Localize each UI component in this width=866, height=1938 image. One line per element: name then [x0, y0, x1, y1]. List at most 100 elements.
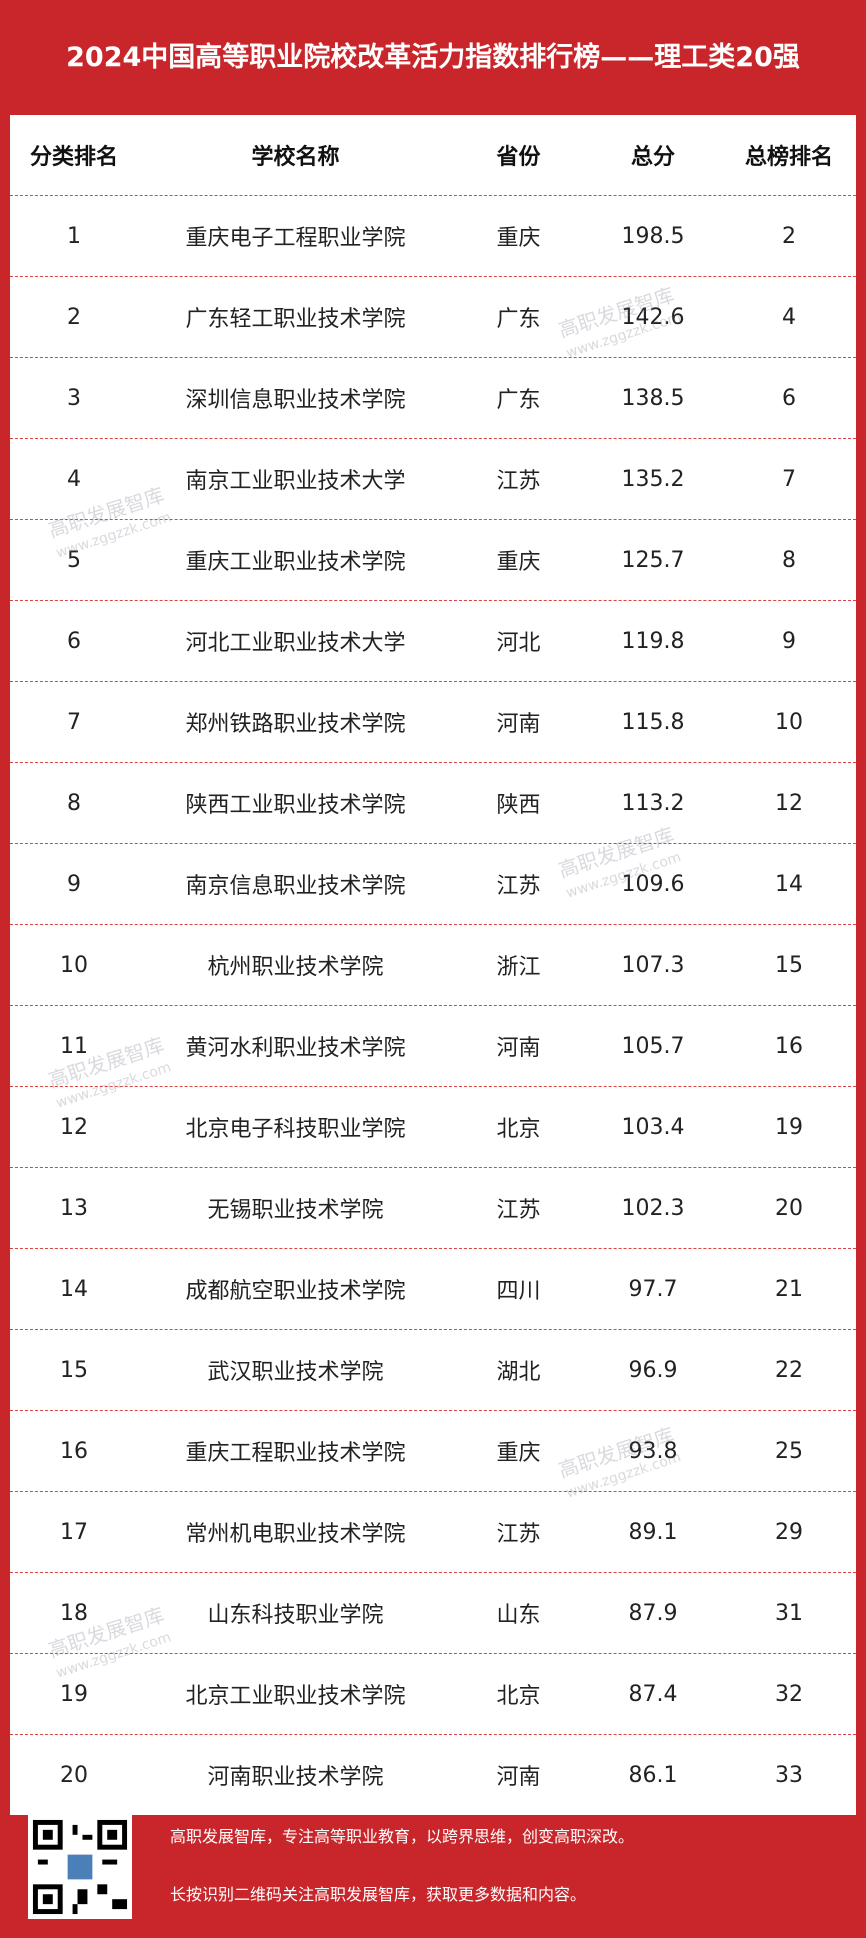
cell: 重庆工业职业技术学院 — [185, 550, 406, 575]
cell: 107.3 — [621, 952, 685, 978]
cell: 江苏 — [496, 874, 541, 899]
cell: 2 — [67, 304, 81, 330]
cell: 南京工业职业技术大学 — [185, 469, 406, 494]
cell: 32 — [775, 1681, 803, 1707]
cell: 2 — [782, 223, 796, 249]
cell: 21 — [775, 1276, 803, 1302]
cell: 93.8 — [628, 1438, 678, 1464]
cell: 29 — [775, 1519, 803, 1545]
cell: 浙江 — [496, 955, 541, 980]
cell: 深圳信息职业技术学院 — [185, 388, 406, 413]
title: 2024中国高等职业院校改革活力指数排行榜——理工类20强 — [66, 42, 800, 73]
cell: 杭州职业技术学院 — [207, 955, 384, 980]
cell: 重庆 — [496, 550, 541, 575]
footer-line: 高职发展智库，专注高等职业教育，以跨界思维，创变高职深改。 — [170, 1827, 635, 1846]
cell: 南京信息职业技术学院 — [185, 874, 406, 899]
table-row: 15 武汉职业技术学院 湖北 96.9 22 — [10, 1330, 856, 1411]
cell: 14 — [775, 871, 803, 897]
cell: 河南 — [496, 1765, 541, 1790]
cell: 16 — [775, 1033, 803, 1059]
qr-code — [28, 1815, 132, 1919]
header-row: 分类排名 学校名称 省份 总分 总榜排名 — [10, 115, 856, 196]
cell: 89.1 — [628, 1519, 678, 1545]
cell: 135.2 — [621, 466, 685, 492]
cell: 115.8 — [621, 709, 685, 735]
cell: 河北工业职业技术大学 — [185, 631, 406, 656]
cell: 北京 — [496, 1117, 541, 1142]
cell: 14 — [60, 1276, 88, 1302]
table-row: 5 重庆工业职业技术学院 重庆 125.7 8 — [10, 520, 856, 601]
table-row: 2 广东轻工职业技术学院 广东 142.6 4 — [10, 277, 856, 358]
cell: 19 — [775, 1114, 803, 1140]
table-row: 12 北京电子科技职业学院 北京 103.4 19 — [10, 1087, 856, 1168]
table-row: 14 成都航空职业技术学院 四川 97.7 21 — [10, 1249, 856, 1330]
cell: 20 — [775, 1195, 803, 1221]
column-header: 学校名称 — [251, 145, 340, 170]
cell: 12 — [775, 790, 803, 816]
cell: 22 — [775, 1357, 803, 1383]
column-header: 省份 — [496, 145, 541, 170]
cell: 重庆工程职业技术学院 — [185, 1441, 406, 1466]
cell: 黄河水利职业技术学院 — [185, 1036, 406, 1061]
cell: 17 — [60, 1519, 88, 1545]
cell: 7 — [67, 709, 81, 735]
cell: 河南职业技术学院 — [207, 1765, 384, 1790]
cell: 33 — [775, 1762, 803, 1788]
footer: 高职发展智库，专注高等职业教育，以跨界思维，创变高职深改。 长按识别二维码关注高… — [0, 1795, 866, 1938]
cell: 15 — [775, 952, 803, 978]
cell: 重庆电子工程职业学院 — [185, 226, 406, 251]
cell: 97.7 — [628, 1276, 678, 1302]
cell: 武汉职业技术学院 — [207, 1360, 384, 1385]
cell: 江苏 — [496, 1198, 541, 1223]
cell: 18 — [60, 1600, 88, 1626]
ranking-table: 分类排名 学校名称 省份 总分 总榜排名 1 重庆电子工程职业学院 重庆 198.5 2 2 广东轻工… — [10, 115, 856, 1815]
cell: 138.5 — [621, 385, 685, 411]
table-row: 1 重庆电子工程职业学院 重庆 198.5 2 — [10, 196, 856, 277]
cell: 125.7 — [621, 547, 685, 573]
cell: 15 — [60, 1357, 88, 1383]
cell: 四川 — [496, 1279, 541, 1304]
cell: 13 — [60, 1195, 88, 1221]
cell: 重庆 — [496, 1441, 541, 1466]
cell: 9 — [782, 628, 796, 654]
cell: 常州机电职业技术学院 — [185, 1522, 406, 1547]
cell: 103.4 — [621, 1114, 685, 1140]
table-row: 9 南京信息职业技术学院 江苏 109.6 14 — [10, 844, 856, 925]
cell: 山东 — [496, 1603, 541, 1628]
table-row: 18 山东科技职业学院 山东 87.9 31 — [10, 1573, 856, 1654]
cell: 1 — [67, 223, 81, 249]
cell: 北京电子科技职业学院 — [185, 1117, 406, 1142]
cell: 广东轻工职业技术学院 — [185, 307, 406, 332]
cell: 12 — [60, 1114, 88, 1140]
cell: 7 — [782, 466, 796, 492]
cell: 96.9 — [628, 1357, 678, 1383]
cell: 5 — [67, 547, 81, 573]
cell: 10 — [60, 952, 88, 978]
cell: 105.7 — [621, 1033, 685, 1059]
cell: 16 — [60, 1438, 88, 1464]
cell: 陕西工业职业技术学院 — [185, 793, 406, 818]
cell: 20 — [60, 1762, 88, 1788]
cell: 8 — [782, 547, 796, 573]
cell: 陕西 — [496, 793, 541, 818]
cell: 3 — [67, 385, 81, 411]
footer-line: 长按识别二维码关注高职发展智库，获取更多数据和内容。 — [170, 1885, 587, 1904]
cell: 198.5 — [621, 223, 685, 249]
column-header: 总分 — [630, 145, 675, 170]
table-row: 10 杭州职业技术学院 浙江 107.3 15 — [10, 925, 856, 1006]
table-row: 20 河南职业技术学院 河南 86.1 33 — [10, 1735, 856, 1815]
cell: 109.6 — [621, 871, 685, 897]
table-row: 11 黄河水利职业技术学院 河南 105.7 16 — [10, 1006, 856, 1087]
cell: 广东 — [496, 388, 541, 413]
cell: 10 — [775, 709, 803, 735]
column-header: 分类排名 — [29, 145, 118, 170]
cell: 山东科技职业学院 — [207, 1603, 384, 1628]
cell: 119.8 — [621, 628, 685, 654]
cell: 142.6 — [621, 304, 685, 330]
cell: 湖北 — [496, 1360, 541, 1385]
cell: 11 — [60, 1033, 88, 1059]
cell: 北京工业职业技术学院 — [185, 1684, 406, 1709]
cell: 6 — [782, 385, 796, 411]
cell: 河南 — [496, 712, 541, 737]
